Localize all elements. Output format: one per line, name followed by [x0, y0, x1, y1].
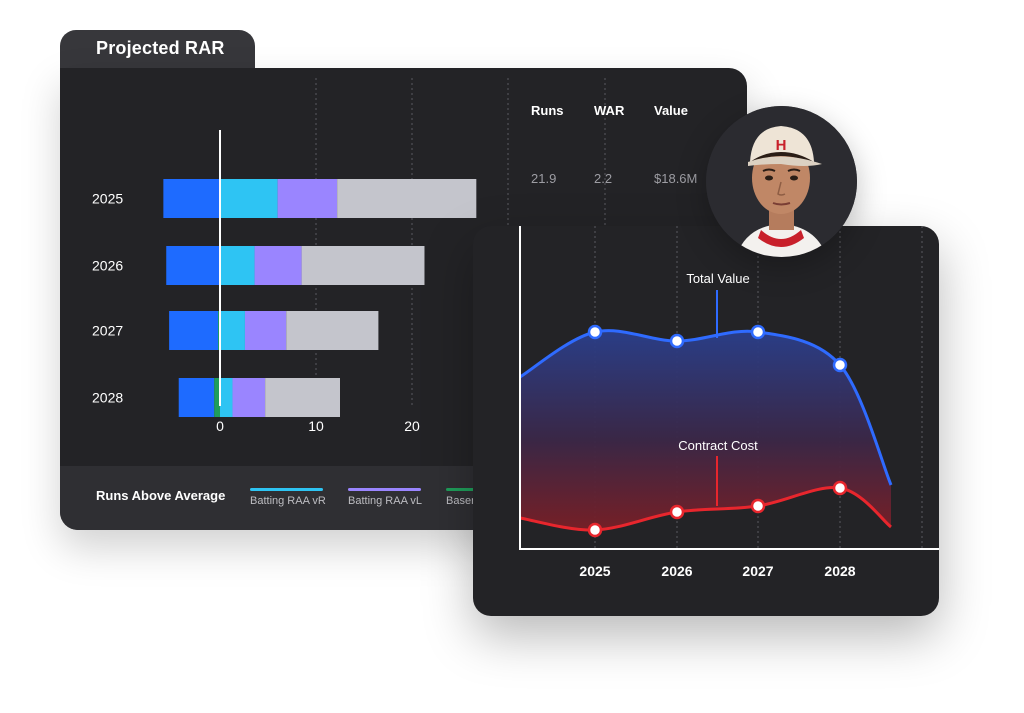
legend-item-batting-vr: Batting RAA vR	[250, 488, 326, 507]
bar-segment	[337, 179, 477, 218]
table-header: Value	[654, 103, 688, 118]
bar-segment	[254, 246, 302, 285]
total-value-point	[832, 357, 848, 373]
category-label: 2026	[92, 258, 123, 274]
bar-segment	[277, 179, 338, 218]
x-tick-label: 2027	[742, 563, 773, 579]
bar-segment	[265, 378, 340, 417]
total-value-point	[587, 324, 603, 340]
total-value-point	[669, 333, 685, 349]
bar-segment	[220, 311, 245, 350]
total-value-point	[750, 324, 766, 340]
category-label: 2027	[92, 323, 123, 339]
bar-segment	[169, 311, 220, 350]
bar-segment	[166, 246, 220, 285]
legend-item-batting-vl: Batting RAA vL	[348, 488, 422, 507]
contract-cost-point	[587, 522, 603, 538]
legend-title: Runs Above Average	[96, 488, 226, 503]
bar-segment	[214, 378, 220, 417]
bar-segment	[301, 246, 425, 285]
x-tick-label: 20	[404, 418, 420, 434]
bar-segment	[244, 311, 287, 350]
x-tick-label: 10	[308, 418, 324, 434]
legend-swatch	[348, 488, 421, 491]
player-portrait-icon: H	[706, 106, 857, 257]
table-cell: $18.6M	[654, 171, 697, 186]
bar-segment	[286, 311, 379, 350]
table-header: WAR	[594, 103, 625, 118]
bar-segment	[220, 246, 255, 285]
contract-cost-point	[669, 504, 685, 520]
bar-segment	[220, 378, 233, 417]
svg-text:H: H	[776, 137, 787, 154]
legend-label: Baser	[446, 495, 475, 507]
annotation-total-value: Total Value	[686, 271, 749, 286]
x-tick-label: 2025	[579, 563, 610, 579]
rar-bar-chart: 2025 2026 2027 2028 0 10 20 Runs WAR Value 21.9 2…	[92, 78, 697, 458]
value-cost-chart: Total Value Contract Cost 2025 2026 2027 202…	[519, 226, 939, 579]
bar-segment	[232, 378, 266, 417]
contract-cost-point	[832, 480, 848, 496]
legend-label: Batting RAA vL	[348, 495, 422, 507]
x-tick-label: 0	[216, 418, 224, 434]
table-cell: 2.2	[594, 171, 612, 186]
panel-title: Projected RAR	[96, 38, 225, 58]
table-cell: 21.9	[531, 171, 556, 186]
contract-cost-point	[750, 498, 766, 514]
x-tick-label: 2028	[824, 563, 855, 579]
category-label: 2025	[92, 191, 123, 207]
annotation-contract-cost: Contract Cost	[678, 438, 758, 453]
category-label: 2028	[92, 390, 123, 406]
legend-label: Batting RAA vR	[250, 495, 326, 507]
value-vs-cost-card: Total Value Contract Cost 2025 2026 2027 202…	[473, 226, 939, 616]
x-tick-label: 2026	[661, 563, 692, 579]
bar-segment	[220, 179, 278, 218]
value-cost-area	[520, 330, 891, 531]
player-avatar: H	[706, 106, 857, 257]
bar-segment	[163, 179, 220, 218]
bar-segment	[178, 378, 215, 417]
legend-swatch	[250, 488, 323, 491]
table-header: Runs	[531, 103, 564, 118]
